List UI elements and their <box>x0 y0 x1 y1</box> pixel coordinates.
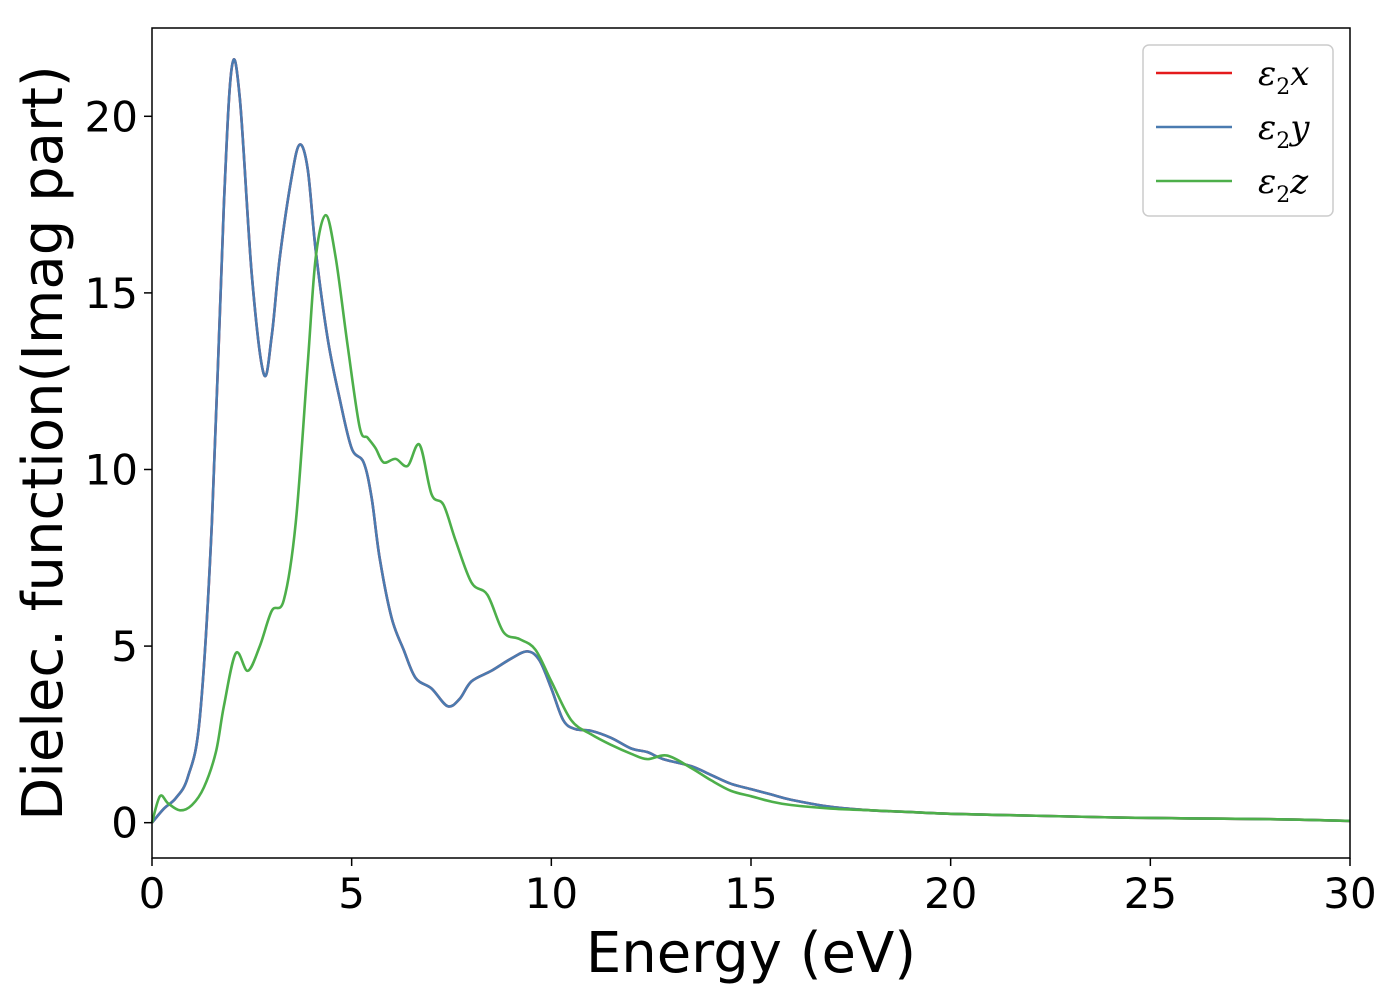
legend-symbol: ε <box>1258 54 1276 94</box>
series-layer <box>150 58 1351 824</box>
x-axis: 0 5 10 15 20 25 30 <box>139 858 1377 918</box>
legend-subscript: 2 <box>1276 183 1290 208</box>
series-line-3 <box>150 213 1351 824</box>
x-tick-label: 15 <box>724 869 777 918</box>
x-tick-label: 5 <box>338 869 365 918</box>
y-tick-label: 5 <box>111 622 138 671</box>
legend-component: z <box>1289 162 1309 202</box>
legend-label-1: ε2x <box>1258 54 1309 100</box>
x-tick-label: 25 <box>1124 869 1177 918</box>
series-line-2 <box>151 58 1351 824</box>
legend-label-2: ε2y <box>1258 108 1310 154</box>
legend-subscript: 2 <box>1276 129 1290 154</box>
legend-component: y <box>1288 108 1310 148</box>
legend-symbol: ε <box>1258 162 1276 202</box>
legend-box <box>1142 44 1334 217</box>
x-tick-label: 30 <box>1323 869 1376 918</box>
y-tick-label: 15 <box>85 269 138 318</box>
legend-subscript: 2 <box>1276 75 1290 100</box>
x-tick-label: 10 <box>525 869 578 918</box>
x-tick-label: 0 <box>139 869 166 918</box>
legend-label-3: ε2z <box>1258 162 1309 208</box>
y-axis: 0 5 10 15 20 <box>85 92 152 848</box>
legend-component: x <box>1290 54 1309 94</box>
y-axis-title: Dielec. function(Imag part) <box>11 65 76 821</box>
y-tick-label: 10 <box>85 445 138 494</box>
x-tick-label: 20 <box>924 869 977 918</box>
y-tick-label: 0 <box>111 799 138 848</box>
legend-symbol: ε <box>1258 108 1276 148</box>
y-tick-label: 20 <box>85 92 138 141</box>
x-axis-title: Energy (eV) <box>586 921 916 986</box>
